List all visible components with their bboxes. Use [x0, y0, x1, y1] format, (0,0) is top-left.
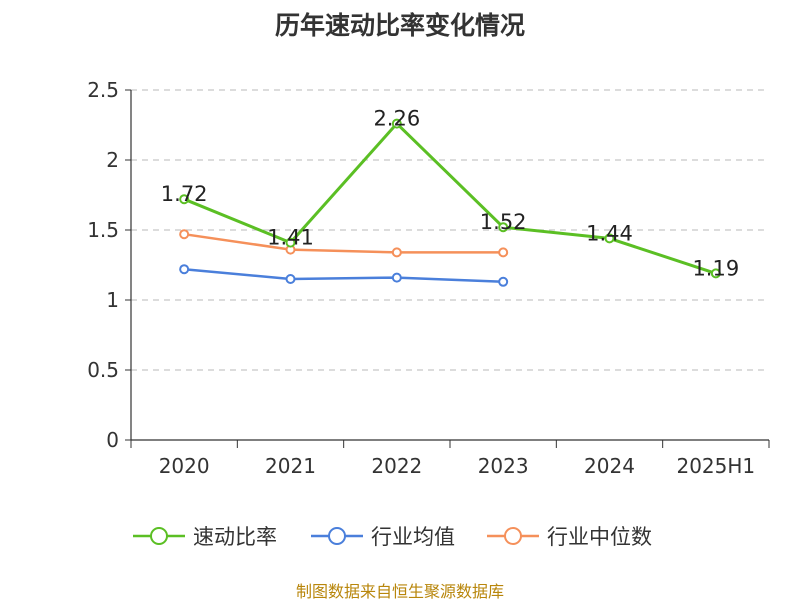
- series-point-0: [285, 237, 296, 248]
- y-tick-label: 0.5: [87, 358, 119, 382]
- legend-item-industry-average[interactable]: 行业均值: [311, 516, 455, 556]
- data-label: 1.44: [586, 221, 633, 245]
- y-tick-label: 0: [106, 428, 119, 452]
- legend-item-quick-ratio[interactable]: 速动比率: [133, 516, 277, 556]
- y-tick-label: 2: [106, 148, 119, 172]
- series-point-2: [498, 247, 509, 258]
- legend-swatch-industry-median: [487, 527, 539, 545]
- legend-label-industry-median: 行业中位数: [547, 525, 652, 549]
- series-point-0: [710, 268, 721, 279]
- data-labels: 1.72 1.41 2.26 1.52 1.44 1.19: [161, 107, 739, 281]
- series-point-1: [391, 272, 402, 283]
- series-point-1: [498, 276, 509, 287]
- y-tick-label: 1.5: [87, 218, 119, 242]
- data-label: 1.19: [692, 256, 739, 280]
- x-tick-label: 2020: [159, 454, 210, 478]
- chart-title: 历年速动比率变化情况: [274, 11, 525, 40]
- data-label: 2.26: [373, 107, 420, 131]
- x-tick-label: 2024: [584, 454, 635, 478]
- series-point-1: [285, 274, 296, 284]
- data-label: 1.72: [161, 182, 208, 206]
- source-note: 制图数据来自恒生聚源数据库: [295, 582, 504, 601]
- gridlines: [131, 89, 769, 371]
- y-tick-label: 1: [106, 288, 119, 312]
- x-tick-label: 2025H1: [676, 454, 755, 478]
- data-label: 1.41: [267, 226, 314, 250]
- series-line-0: [183, 122, 717, 275]
- x-tick-label: 2023: [478, 454, 529, 478]
- series-lines: [179, 118, 721, 287]
- series-point-0: [604, 233, 615, 244]
- series-point-0: [179, 194, 190, 205]
- series-line-1: [184, 267, 504, 284]
- y-tick-label: 2.5: [87, 78, 119, 102]
- data-label: 1.52: [480, 210, 527, 234]
- legend-label-industry-average: 行业均值: [371, 525, 455, 549]
- legend-swatch-quick-ratio: [133, 527, 185, 545]
- series-line-2: [183, 232, 504, 254]
- legend-label-quick-ratio: 速动比率: [193, 525, 277, 549]
- x-tick-label: 2021: [265, 454, 316, 478]
- series-point-2: [391, 247, 402, 258]
- series-point-0: [391, 118, 402, 129]
- x-tick-label: 2022: [371, 454, 422, 478]
- series-point-0: [498, 222, 509, 233]
- legend-swatch-industry-average: [311, 527, 363, 545]
- legend-item-industry-median[interactable]: 行业中位数: [487, 516, 652, 556]
- series-point-2: [179, 229, 190, 240]
- series-point-1: [179, 264, 190, 275]
- legend: 速动比率 行业均值 行业中位数: [0, 516, 800, 556]
